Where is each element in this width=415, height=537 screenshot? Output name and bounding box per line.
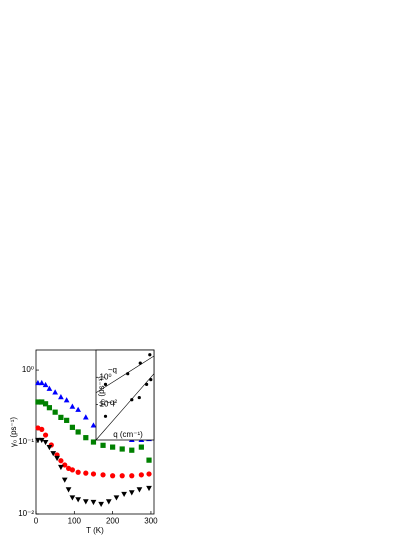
y-tick-label: 10⁻² [18, 509, 34, 518]
marker [83, 435, 89, 441]
x-tick-label: 0 [34, 516, 39, 525]
marker [50, 451, 57, 457]
marker [69, 467, 75, 473]
marker [75, 406, 82, 412]
y-tick-label: 10⁰ [100, 372, 112, 381]
marker [54, 455, 60, 462]
marker [121, 491, 127, 498]
marker [46, 445, 53, 451]
fit-label: ~q [108, 366, 117, 375]
marker [42, 401, 49, 407]
y-tick-label: 10⁻¹ [18, 437, 34, 446]
marker [82, 499, 89, 505]
marker [38, 437, 45, 444]
x-tick-label: 100 [68, 516, 82, 525]
marker [138, 361, 142, 365]
y-axis-label: γ₀ (ps⁻¹) [97, 376, 106, 407]
marker [146, 471, 152, 477]
marker [65, 487, 72, 493]
marker [35, 437, 41, 444]
marker [52, 409, 58, 415]
marker [58, 414, 64, 420]
x-axis-label: T (K) [86, 526, 104, 535]
marker [103, 414, 108, 418]
marker [58, 464, 64, 471]
marker [62, 462, 68, 468]
marker [138, 444, 144, 450]
marker [35, 379, 41, 386]
marker [136, 487, 143, 493]
marker [69, 424, 75, 430]
marker [64, 417, 70, 423]
marker [58, 394, 64, 400]
marker [90, 422, 97, 428]
marker [58, 458, 64, 464]
marker [110, 473, 116, 479]
marker [126, 372, 130, 376]
marker [82, 414, 89, 420]
x-tick-label: 200 [106, 516, 120, 525]
marker [146, 457, 152, 463]
marker [119, 446, 125, 452]
marker [35, 399, 41, 405]
marker [145, 382, 149, 386]
plot-frame [95, 349, 155, 441]
marker [42, 439, 49, 446]
marker [149, 378, 153, 382]
marker [69, 495, 76, 501]
marker [61, 477, 68, 483]
x-tick-label: 300 [144, 516, 158, 525]
marker [75, 469, 81, 475]
marker [146, 485, 152, 492]
marker [63, 397, 70, 403]
y-axis-label: γ₀ (ps⁻¹) [9, 417, 18, 448]
marker [129, 473, 135, 479]
marker [128, 490, 135, 496]
x-axis-label: q (cm⁻¹) [113, 430, 143, 439]
marker [103, 382, 108, 386]
marker [100, 472, 106, 478]
marker [90, 499, 97, 506]
marker [119, 473, 125, 479]
marker [39, 426, 45, 432]
marker [46, 385, 53, 391]
fit-line [95, 373, 155, 441]
marker [75, 429, 81, 435]
marker [90, 471, 97, 477]
marker [46, 405, 53, 411]
marker [39, 399, 45, 405]
marker [138, 472, 144, 478]
marker [42, 381, 49, 388]
marker [137, 395, 141, 400]
y-tick-label: 10⁻¹ [100, 400, 116, 409]
marker [129, 447, 135, 453]
marker [113, 495, 120, 501]
marker [98, 501, 104, 508]
marker [105, 499, 112, 505]
marker [69, 403, 76, 409]
marker [110, 444, 116, 450]
marker [100, 442, 106, 448]
y-tick-label: 10⁰ [22, 365, 34, 374]
fit-line [95, 355, 155, 394]
marker [130, 398, 134, 402]
marker [75, 497, 82, 503]
marker [83, 470, 89, 476]
fit-label: ~q² [105, 398, 117, 407]
plot: 10⁻¹ 10⁰~q ~q² q (cm⁻¹) γ₀ (ps⁻¹) [95, 349, 155, 441]
marker [148, 353, 152, 357]
marker [52, 389, 59, 395]
marker [90, 439, 97, 445]
marker [42, 432, 49, 438]
marker [38, 379, 45, 386]
